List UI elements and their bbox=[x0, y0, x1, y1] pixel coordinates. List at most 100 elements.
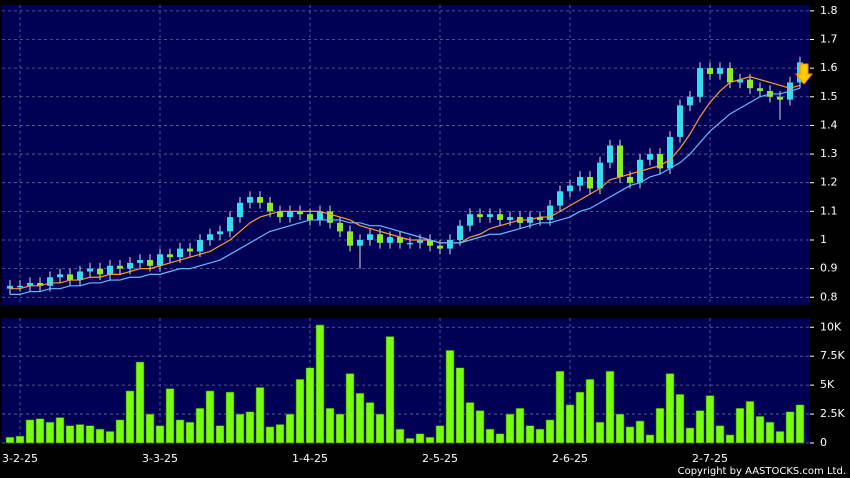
volume-bar bbox=[175, 419, 185, 444]
candle-body bbox=[107, 265, 113, 275]
volume-bar bbox=[195, 407, 205, 444]
candle-body bbox=[587, 176, 593, 189]
candle-body bbox=[247, 197, 253, 203]
volume-bar bbox=[425, 436, 435, 444]
candle-body bbox=[97, 268, 103, 275]
volume-bar bbox=[355, 392, 365, 444]
candle-body bbox=[367, 234, 373, 240]
volume-bar bbox=[495, 433, 505, 444]
y-tick-label: 1.6 bbox=[820, 61, 838, 74]
candle-body bbox=[57, 274, 63, 278]
y-tick-label: 1.1 bbox=[820, 204, 838, 217]
candle-body bbox=[667, 136, 673, 169]
volume-bar bbox=[595, 421, 605, 444]
volume-bar bbox=[225, 391, 235, 444]
candle-body bbox=[197, 239, 203, 252]
volume-bar bbox=[135, 361, 145, 444]
candle-body bbox=[687, 96, 693, 106]
volume-bar bbox=[35, 418, 45, 444]
volume-bar bbox=[295, 379, 305, 444]
x-tick-label: 2-5-25 bbox=[422, 452, 458, 465]
candle-body bbox=[177, 248, 183, 258]
volume-bar bbox=[125, 390, 135, 444]
moving-average-line bbox=[10, 87, 801, 296]
volume-bar bbox=[475, 410, 485, 444]
volume-bar bbox=[435, 425, 445, 444]
candle-body bbox=[407, 242, 413, 245]
x-tick-label: 2-7-25 bbox=[692, 452, 728, 465]
candle-body bbox=[557, 191, 563, 206]
volume-bar bbox=[275, 424, 285, 444]
candle-body bbox=[337, 222, 343, 232]
candle-body bbox=[647, 154, 653, 160]
volume-bar bbox=[645, 434, 655, 444]
volume-bar bbox=[415, 433, 425, 444]
candle-body bbox=[757, 88, 763, 92]
volume-bar bbox=[45, 421, 55, 444]
candle-body bbox=[397, 237, 403, 243]
candle-body bbox=[457, 225, 463, 240]
volume-bar bbox=[635, 420, 645, 444]
volume-bar bbox=[465, 402, 475, 444]
candle-body bbox=[37, 282, 43, 286]
candle-body bbox=[567, 185, 573, 192]
volume-bar bbox=[515, 407, 525, 444]
volume-bar bbox=[405, 438, 415, 444]
y-tick-label: 1.8 bbox=[820, 4, 838, 17]
candle-body bbox=[477, 214, 483, 218]
volume-bar bbox=[485, 428, 495, 444]
x-tick-label: 3-3-25 bbox=[142, 452, 178, 465]
volume-bar bbox=[315, 324, 325, 444]
volume-bar bbox=[185, 421, 195, 444]
candle-body bbox=[577, 176, 583, 186]
volume-bar bbox=[365, 402, 375, 444]
volume-bar bbox=[145, 413, 155, 444]
volume-bar bbox=[395, 428, 405, 444]
volume-bar bbox=[615, 413, 625, 444]
y-tick-label: 1.5 bbox=[820, 90, 838, 103]
volume-bar bbox=[455, 367, 465, 444]
volume-bar bbox=[55, 417, 65, 444]
candle-body bbox=[297, 211, 303, 215]
volume-bar bbox=[65, 425, 75, 444]
volume-bar bbox=[305, 367, 315, 444]
volume-bar bbox=[625, 426, 635, 444]
volume-bar bbox=[555, 370, 565, 444]
volume-bar bbox=[375, 413, 385, 444]
copyright: Copyright by AASTOCKS.com Ltd. bbox=[678, 466, 846, 477]
candle-body bbox=[137, 260, 143, 263]
signal-arrow bbox=[794, 63, 814, 85]
candle-body bbox=[117, 265, 123, 269]
candle-body bbox=[237, 202, 243, 218]
candle-body bbox=[617, 145, 623, 177]
volume-bar bbox=[345, 373, 355, 444]
volume-bar bbox=[715, 425, 725, 444]
volume-bar bbox=[705, 395, 715, 444]
volume-bar bbox=[725, 434, 735, 444]
volume-bar bbox=[445, 350, 455, 444]
candle-body bbox=[127, 262, 133, 269]
volume-bar bbox=[795, 404, 805, 444]
volume-bar bbox=[685, 427, 695, 444]
candle-body bbox=[257, 197, 263, 203]
volume-bar bbox=[565, 404, 575, 444]
x-tick-label: 2-6-25 bbox=[552, 452, 588, 465]
volume-bar bbox=[95, 428, 105, 444]
volume-bar bbox=[25, 419, 35, 444]
volume-bar bbox=[75, 424, 85, 444]
y-tick-label: 0.8 bbox=[820, 290, 838, 303]
candle-body bbox=[287, 211, 293, 218]
y-tick-label: 7.5K bbox=[820, 349, 845, 362]
volume-bar bbox=[285, 413, 295, 444]
moving-average-line bbox=[10, 76, 801, 290]
candle-body bbox=[77, 271, 83, 281]
candle-body bbox=[87, 268, 93, 272]
volume-bar bbox=[675, 394, 685, 444]
volume-bar bbox=[5, 436, 15, 444]
volume-bar bbox=[155, 425, 165, 444]
volume-bar bbox=[385, 336, 395, 444]
candle-body bbox=[327, 211, 333, 223]
volume-bar bbox=[205, 390, 215, 444]
volume-bar bbox=[695, 410, 705, 444]
arrow-icon bbox=[794, 63, 814, 85]
